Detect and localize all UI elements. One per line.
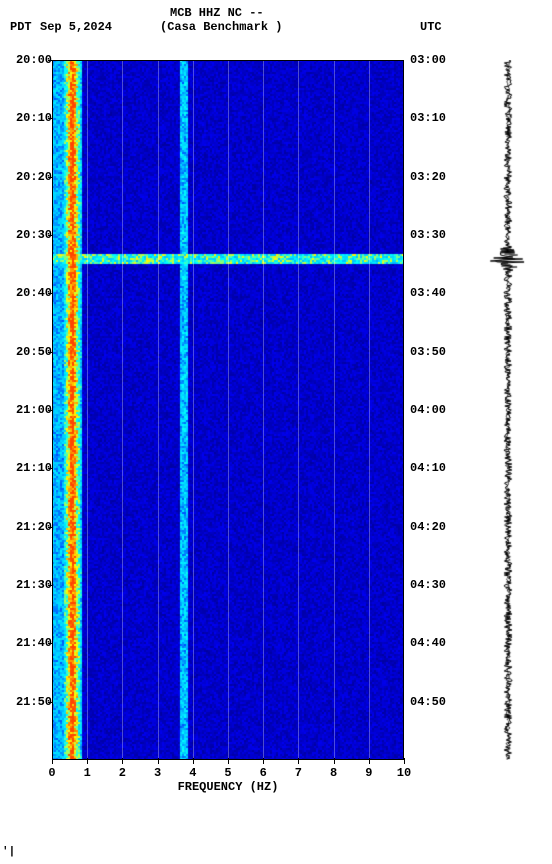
y-right-tick: 04:20 bbox=[410, 521, 458, 533]
waveform-canvas bbox=[488, 60, 528, 760]
spectrogram-plot bbox=[52, 60, 404, 760]
y-right-tick: 03:40 bbox=[410, 287, 458, 299]
x-tick: 0 bbox=[48, 766, 55, 780]
y-left-tick: 20:30 bbox=[4, 229, 52, 241]
y-left-tick: 21:50 bbox=[4, 696, 52, 708]
y-left-tick: 21:30 bbox=[4, 579, 52, 591]
timezone-left-label: PDT bbox=[10, 20, 32, 34]
y-left-tick: 20:50 bbox=[4, 346, 52, 358]
y-right-tick: 04:30 bbox=[410, 579, 458, 591]
x-tick: 10 bbox=[397, 766, 411, 780]
y-axis-left-labels: 20:0020:1020:2020:3020:4020:5021:0021:10… bbox=[4, 60, 52, 760]
y-left-tick: 20:40 bbox=[4, 287, 52, 299]
y-left-tick: 20:20 bbox=[4, 171, 52, 183]
timezone-right-label: UTC bbox=[420, 20, 442, 34]
x-tick: 7 bbox=[295, 766, 302, 780]
location-label: (Casa Benchmark ) bbox=[160, 20, 282, 34]
date-label: Sep 5,2024 bbox=[40, 20, 112, 34]
y-axis-right-labels: 03:0003:1003:2003:3003:4003:5004:0004:10… bbox=[410, 60, 458, 760]
x-tick: 2 bbox=[119, 766, 126, 780]
x-tick: 4 bbox=[189, 766, 196, 780]
y-right-tick: 03:20 bbox=[410, 171, 458, 183]
y-right-tick: 04:10 bbox=[410, 462, 458, 474]
footer-mark: '| bbox=[2, 846, 15, 858]
x-axis-title: FREQUENCY (HZ) bbox=[52, 780, 404, 794]
y-left-tick: 20:00 bbox=[4, 54, 52, 66]
y-right-tick: 04:50 bbox=[410, 696, 458, 708]
y-right-tick: 03:00 bbox=[410, 54, 458, 66]
x-tick: 6 bbox=[260, 766, 267, 780]
y-tick-marks bbox=[48, 60, 52, 760]
x-tick: 9 bbox=[365, 766, 372, 780]
y-left-tick: 21:40 bbox=[4, 637, 52, 649]
x-tick: 3 bbox=[154, 766, 161, 780]
y-right-tick: 03:50 bbox=[410, 346, 458, 358]
x-tick-marks bbox=[52, 758, 404, 764]
station-label: MCB HHZ NC -- bbox=[170, 6, 264, 20]
y-left-tick: 21:20 bbox=[4, 521, 52, 533]
y-right-tick: 03:30 bbox=[410, 229, 458, 241]
waveform-panel bbox=[488, 60, 528, 760]
x-tick: 8 bbox=[330, 766, 337, 780]
y-right-tick: 03:10 bbox=[410, 112, 458, 124]
y-right-tick: 04:40 bbox=[410, 637, 458, 649]
y-left-tick: 21:00 bbox=[4, 404, 52, 416]
y-left-tick: 21:10 bbox=[4, 462, 52, 474]
chart-header: PDT Sep 5,2024 MCB HHZ NC -- (Casa Bench… bbox=[0, 4, 552, 44]
x-axis-labels: 012345678910 FREQUENCY (HZ) bbox=[52, 762, 404, 792]
y-left-tick: 20:10 bbox=[4, 112, 52, 124]
x-tick: 1 bbox=[84, 766, 91, 780]
x-tick: 5 bbox=[224, 766, 231, 780]
y-right-tick: 04:00 bbox=[410, 404, 458, 416]
